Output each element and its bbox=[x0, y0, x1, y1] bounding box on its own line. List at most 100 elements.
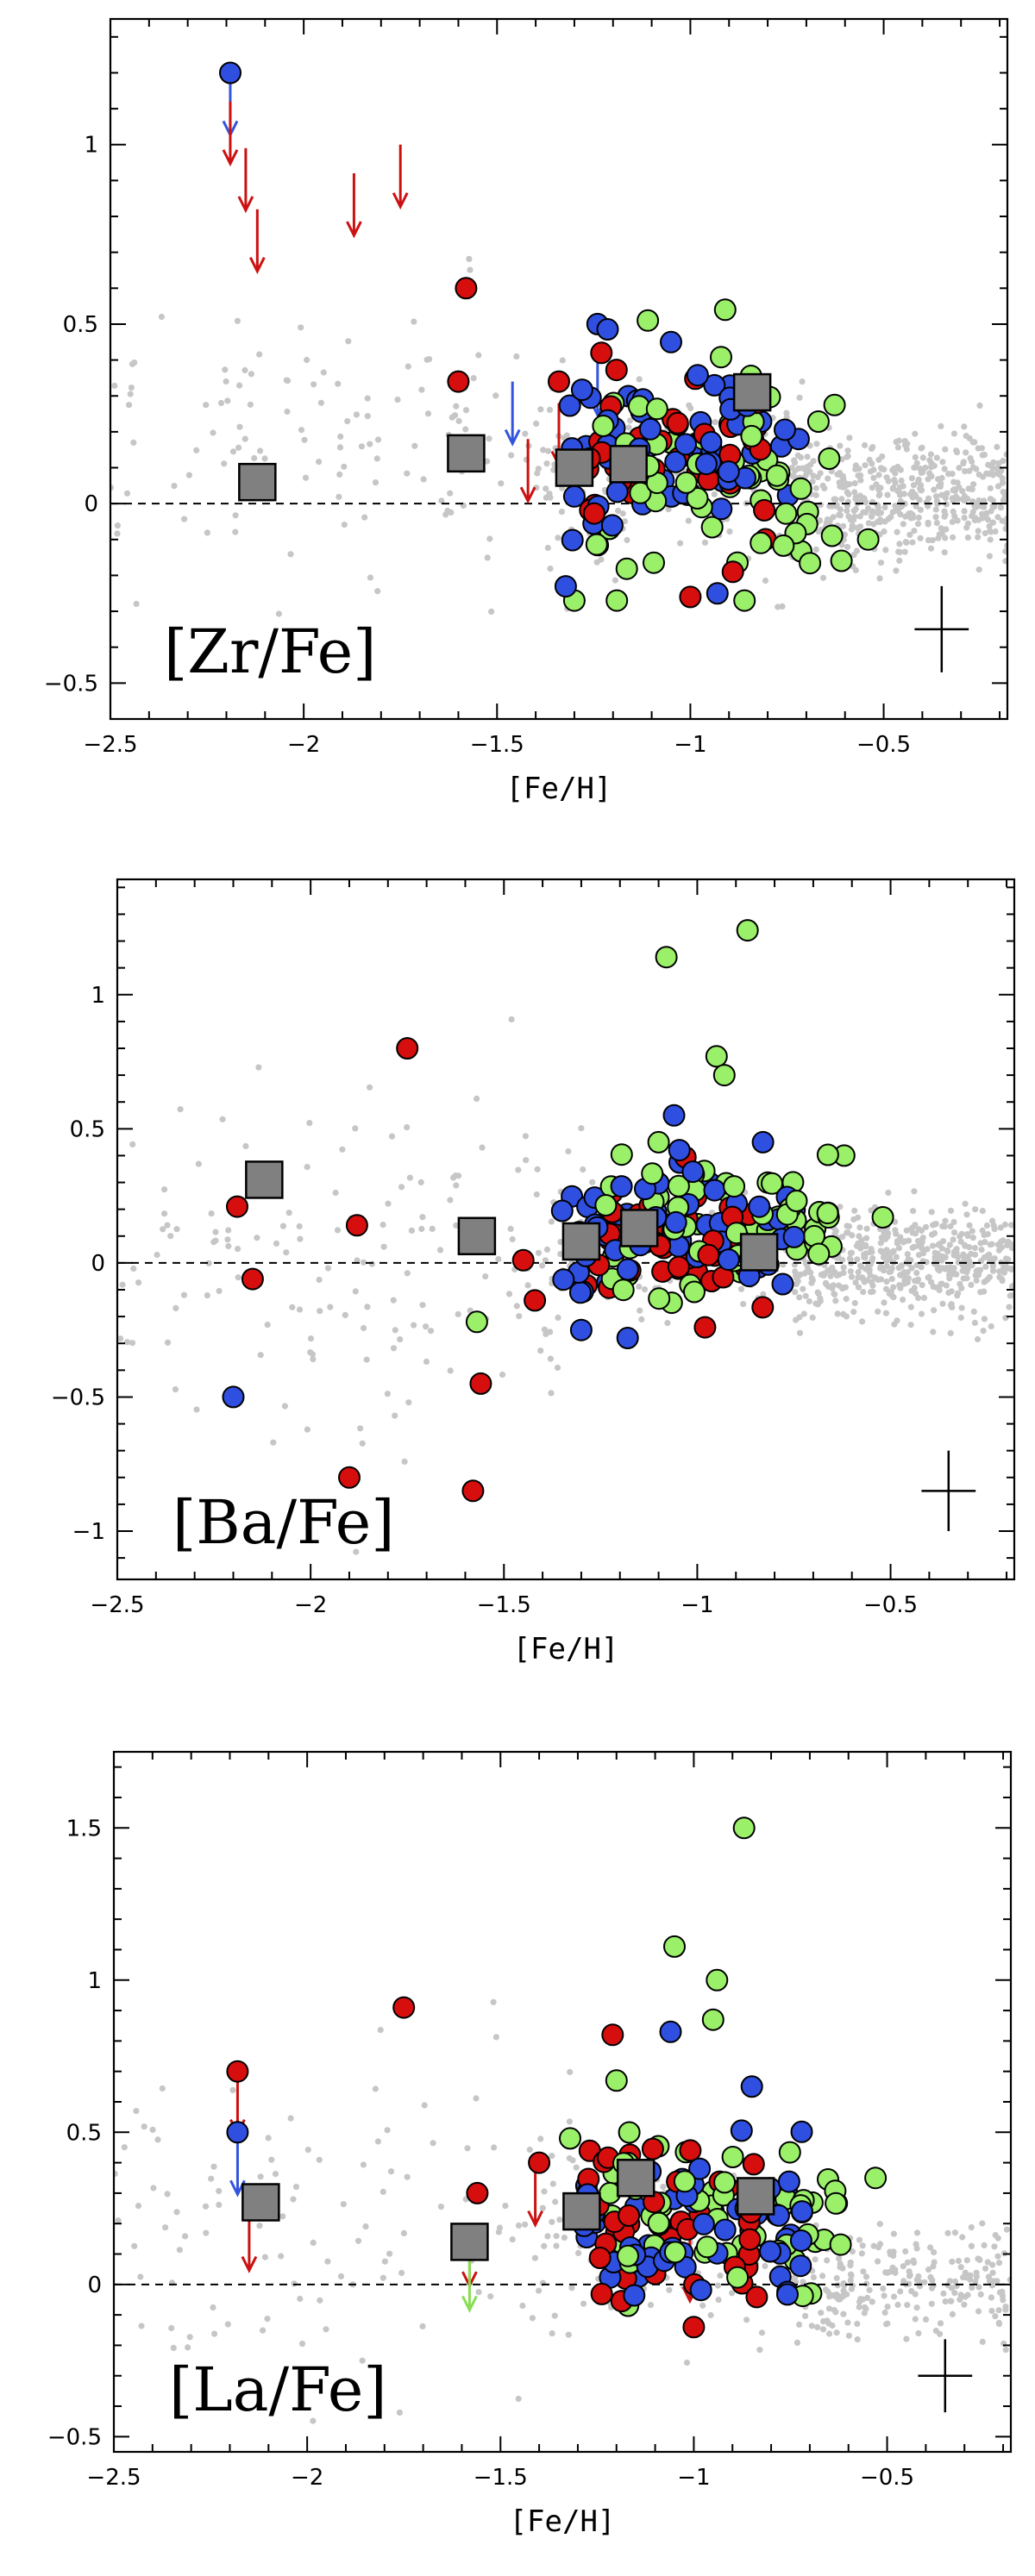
background-point bbox=[131, 360, 138, 366]
background-point bbox=[972, 2278, 979, 2285]
background-point bbox=[508, 452, 515, 459]
background-point bbox=[881, 1230, 888, 1237]
background-point bbox=[951, 2290, 958, 2297]
background-point bbox=[203, 2229, 210, 2236]
background-point bbox=[353, 411, 360, 418]
blue-point bbox=[751, 1130, 775, 1154]
background-point bbox=[933, 520, 940, 527]
background-point bbox=[991, 1226, 998, 1233]
background-point bbox=[420, 476, 427, 483]
background-point bbox=[298, 324, 304, 331]
background-point bbox=[1002, 2306, 1009, 2313]
background-point bbox=[275, 610, 282, 617]
background-point bbox=[959, 488, 966, 495]
background-point bbox=[999, 479, 1006, 486]
background-point bbox=[848, 2285, 856, 2292]
background-point bbox=[513, 1303, 520, 1310]
background-point bbox=[855, 1274, 862, 1281]
background-point bbox=[884, 2320, 891, 2327]
background-point bbox=[930, 1329, 937, 1335]
background-point bbox=[839, 1234, 846, 1241]
panel-2: −2.5 −2 −1.5 −1 −0.5 −1 −0.5 0 0.5 1 [Fe/H] [Ba/Fe] bbox=[51, 878, 1016, 1666]
background-point bbox=[904, 2302, 911, 2309]
background-point bbox=[324, 1265, 331, 1272]
background-point bbox=[953, 447, 960, 454]
background-point bbox=[533, 420, 540, 427]
background-point bbox=[961, 515, 968, 522]
background-point bbox=[539, 1262, 546, 1269]
background-point bbox=[913, 2304, 920, 2311]
ticks bbox=[110, 19, 1007, 719]
background-point bbox=[486, 535, 493, 542]
ticks bbox=[113, 1752, 1011, 2452]
background-point bbox=[1002, 547, 1007, 555]
background-point bbox=[114, 530, 121, 537]
background-point bbox=[944, 2229, 951, 2236]
green-point bbox=[645, 397, 668, 421]
background-point bbox=[558, 509, 566, 516]
background-point bbox=[796, 1314, 803, 1321]
background-point bbox=[996, 1273, 1003, 1280]
background-point bbox=[853, 1242, 861, 1249]
background-point bbox=[310, 1356, 317, 1363]
background-point bbox=[743, 2317, 750, 2323]
background-point bbox=[979, 1208, 986, 1215]
background-point bbox=[902, 2248, 909, 2255]
background-point bbox=[535, 1249, 543, 1256]
blue-point bbox=[748, 1195, 771, 1218]
background-point bbox=[760, 1291, 767, 1297]
green-point bbox=[713, 2171, 737, 2194]
green-point bbox=[820, 524, 844, 547]
y-tick-label: 0 bbox=[91, 1251, 105, 1277]
background-point bbox=[957, 2296, 963, 2303]
background-point bbox=[203, 402, 210, 409]
red-point bbox=[590, 2282, 613, 2305]
background-point bbox=[304, 2147, 311, 2154]
background-point bbox=[161, 1186, 168, 1193]
background-point bbox=[883, 1263, 890, 1270]
background-point bbox=[208, 2175, 215, 2182]
background-point bbox=[486, 435, 492, 442]
background-point bbox=[854, 1256, 861, 1263]
background-point bbox=[977, 2291, 984, 2298]
background-point bbox=[851, 480, 858, 487]
background-point bbox=[944, 1248, 951, 1255]
background-point bbox=[847, 2277, 854, 2284]
x-tick-label: −1 bbox=[674, 732, 706, 758]
background-point bbox=[925, 2267, 932, 2273]
background-point bbox=[683, 2359, 691, 2367]
background-point bbox=[542, 1257, 549, 1264]
background-point bbox=[852, 1279, 859, 1286]
background-point bbox=[932, 493, 940, 500]
background-point bbox=[857, 2296, 864, 2303]
blue-point bbox=[703, 1179, 726, 1202]
background-point bbox=[568, 2285, 575, 2292]
blue-point bbox=[717, 1248, 740, 1272]
background-point bbox=[298, 2341, 306, 2348]
background-point bbox=[951, 2229, 958, 2236]
background-point bbox=[424, 410, 432, 417]
background-point bbox=[712, 419, 718, 426]
background-point bbox=[448, 509, 455, 516]
background-point bbox=[492, 392, 499, 399]
background-point bbox=[888, 514, 894, 521]
background-point bbox=[832, 1228, 840, 1235]
background-point bbox=[890, 2293, 898, 2300]
red-point bbox=[226, 1195, 248, 1218]
background-point bbox=[853, 547, 861, 554]
background-point bbox=[925, 521, 932, 528]
background-point bbox=[540, 447, 547, 453]
background-point bbox=[423, 1323, 430, 1330]
background-point bbox=[273, 1240, 280, 1247]
background-point bbox=[908, 1287, 915, 1294]
background-point bbox=[857, 477, 864, 484]
blue-point bbox=[664, 1210, 687, 1234]
upper-limit-arrow bbox=[237, 147, 254, 214]
background-point bbox=[949, 2258, 956, 2265]
background-point bbox=[421, 2102, 428, 2109]
background-point bbox=[167, 1233, 174, 1240]
red-point bbox=[641, 2137, 664, 2160]
background-point bbox=[986, 1251, 993, 1258]
background-point bbox=[932, 2328, 939, 2335]
background-point bbox=[821, 1270, 828, 1277]
